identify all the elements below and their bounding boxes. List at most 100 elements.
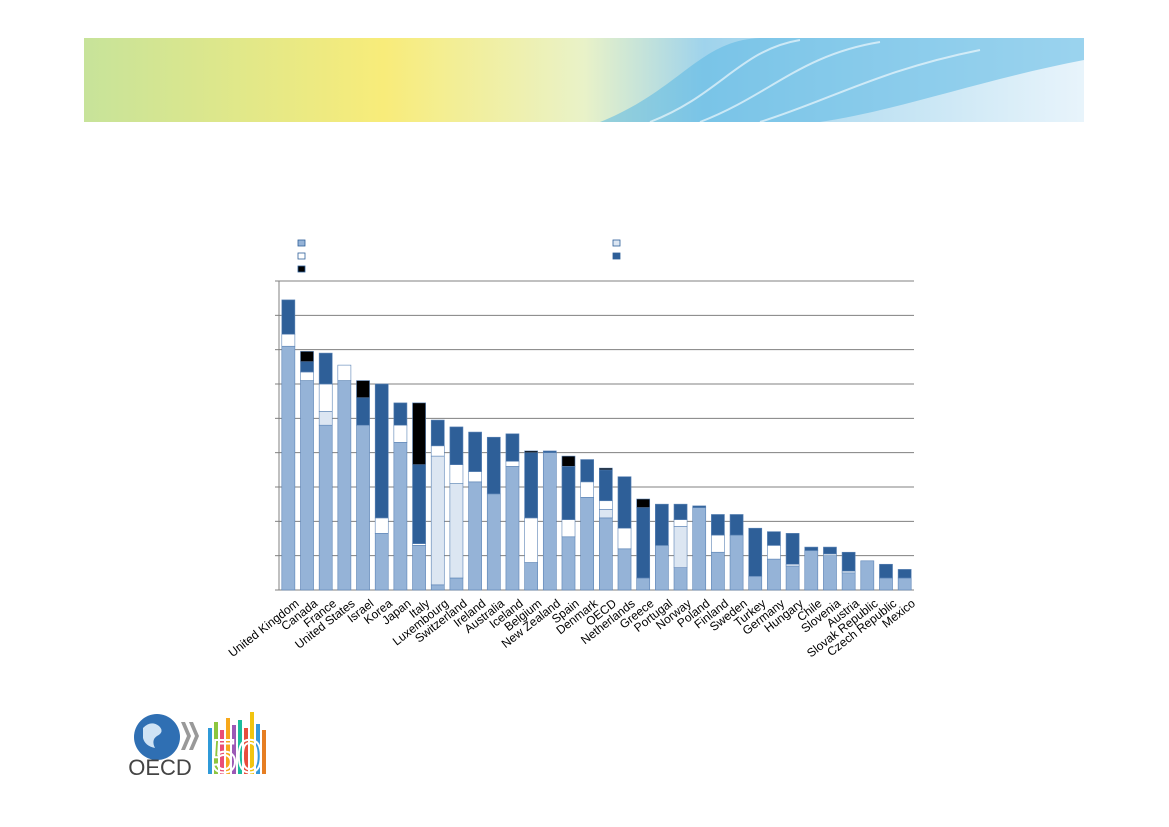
- bar-segment: [841, 551, 856, 572]
- bar-segment: [524, 517, 538, 563]
- bar-segment: [412, 545, 426, 591]
- bar-segment: [561, 455, 576, 467]
- logo-text: OECD: [128, 755, 192, 780]
- bar-segment: [300, 351, 314, 362]
- legend-swatch: [297, 265, 306, 273]
- bar-segment: [449, 483, 464, 579]
- bar-segment: [337, 380, 352, 591]
- bar-segment: [748, 575, 763, 591]
- bar-segment: [524, 562, 538, 591]
- bar-segment: [468, 481, 482, 591]
- bar-segment: [393, 424, 408, 443]
- bar-segment: [430, 584, 445, 591]
- bar-segment: [468, 431, 482, 472]
- bar-segment: [804, 550, 819, 591]
- bar-segment: [617, 527, 632, 550]
- bar-segment: [823, 546, 837, 555]
- bar-segment: [318, 352, 333, 385]
- legend-swatch: [612, 239, 621, 247]
- legend-swatch: [297, 239, 306, 247]
- bar-segment: [879, 563, 893, 579]
- bar-segment: [412, 464, 426, 544]
- bar-segment: [374, 517, 389, 534]
- bar-segment: [599, 509, 613, 519]
- bar-segment: [711, 514, 725, 536]
- bar-segment: [561, 466, 576, 520]
- bar-segment: [673, 503, 688, 520]
- bar-segment: [785, 533, 800, 565]
- bar-segment: [449, 426, 464, 465]
- bar-segment: [393, 442, 408, 591]
- bar-segment: [486, 436, 501, 495]
- bar-segment: [804, 546, 819, 551]
- oecd-logo: OECD 50: [128, 712, 266, 783]
- bar-segment: [300, 380, 314, 591]
- bar-segment: [767, 531, 781, 546]
- bar-segment: [580, 459, 594, 483]
- bar-segment: [430, 419, 445, 447]
- bar-segment: [356, 397, 370, 426]
- bar-segment: [281, 333, 296, 347]
- bar-segment: [897, 569, 912, 579]
- bar-segment: [486, 493, 501, 591]
- bar-segment: [673, 519, 688, 527]
- bar-segment: [524, 452, 538, 519]
- bar-segment: [599, 469, 613, 502]
- bar-segment: [505, 466, 520, 591]
- bar-segment: [318, 411, 333, 426]
- bar-segment: [767, 545, 781, 560]
- legend-swatch: [612, 252, 621, 260]
- bar-segment: [524, 450, 538, 453]
- bar-segment: [673, 567, 688, 591]
- bar-segment: [655, 545, 669, 591]
- legend-swatch: [297, 252, 306, 260]
- bar-segment: [281, 345, 296, 591]
- header-banner: [84, 38, 1084, 123]
- bar-segment: [655, 503, 669, 546]
- bar-segment: [337, 364, 352, 381]
- bar-segment: [692, 505, 707, 508]
- bar-segment: [505, 460, 520, 467]
- bar-segment: [711, 551, 725, 591]
- bar-segment: [542, 450, 557, 453]
- bar-segment: [580, 496, 594, 591]
- bar-segment: [823, 555, 837, 591]
- bar-segment: [580, 481, 594, 498]
- bar-segment: [430, 445, 445, 457]
- bar-segment: [356, 424, 370, 591]
- bar-segment: [729, 514, 744, 536]
- bar-segment: [356, 380, 370, 399]
- bar-segment: [897, 577, 912, 591]
- bar-segment: [300, 371, 314, 381]
- bar-segment: [412, 402, 426, 465]
- bar-segment: [599, 467, 613, 471]
- bar-segment: [636, 577, 651, 591]
- bar-segment: [860, 560, 875, 591]
- bar-segment: [374, 383, 389, 519]
- bar-segment: [561, 536, 576, 591]
- bar-segment: [599, 517, 613, 591]
- bar-segment: [617, 476, 632, 529]
- bar-segment: [318, 424, 333, 591]
- bar-segment: [281, 299, 296, 335]
- bar-segment: [318, 383, 333, 412]
- bar-segment: [542, 452, 557, 591]
- bar-segment: [673, 526, 688, 568]
- bar-segment: [449, 464, 464, 484]
- bar-segment: [729, 534, 744, 591]
- bar-segment: [711, 534, 725, 553]
- bar-segment: [468, 471, 482, 483]
- bar-segment: [636, 507, 651, 579]
- bar-segment: [879, 577, 893, 591]
- bar-segment: [748, 527, 763, 577]
- bar-segment: [505, 433, 520, 462]
- bar-segment: [430, 455, 445, 586]
- bar-segment: [449, 577, 464, 591]
- bar-segment: [767, 558, 781, 591]
- anniversary-bars: [208, 712, 266, 774]
- bar-segment: [393, 402, 408, 426]
- bar-segment: [300, 361, 314, 373]
- bar-segment: [841, 572, 856, 591]
